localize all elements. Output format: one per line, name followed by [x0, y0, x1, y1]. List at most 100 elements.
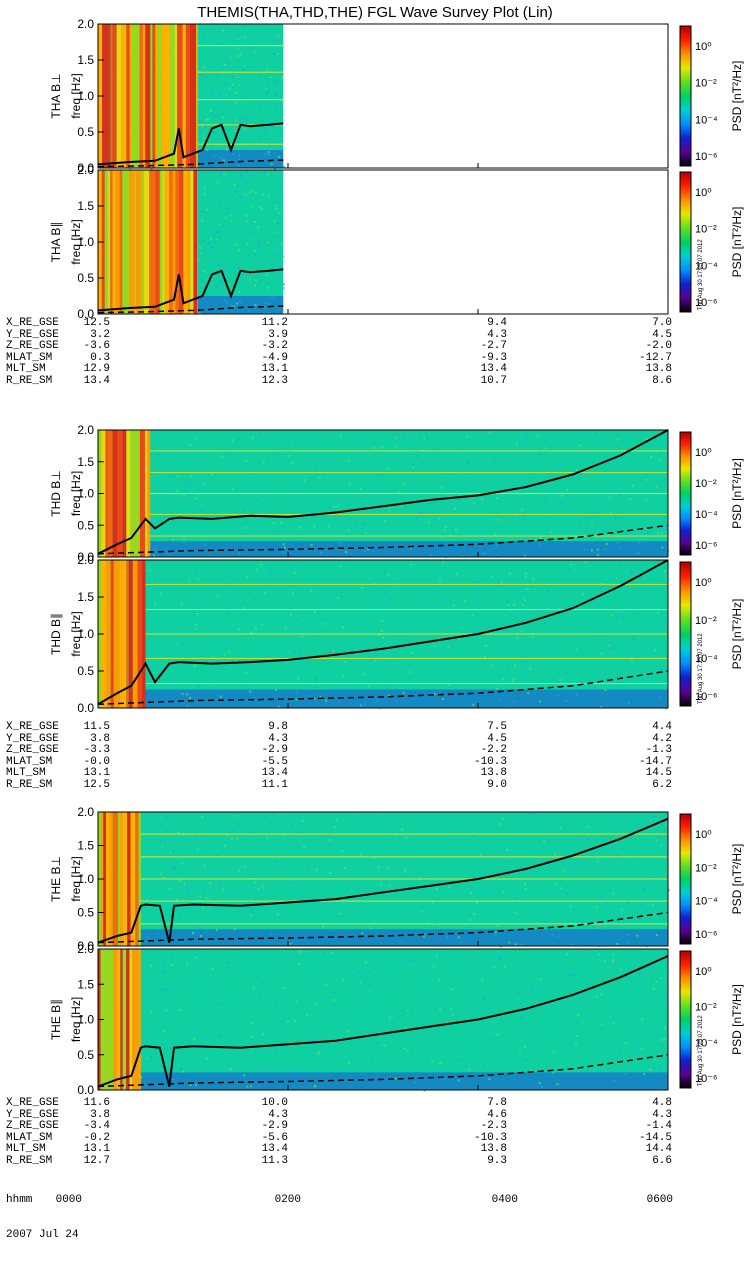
- colorbar-tick-label: 10⁰: [695, 966, 712, 978]
- colorbar-tick-label: 10⁻⁶: [695, 297, 718, 309]
- orbit-value: 4.5: [652, 328, 672, 341]
- noise-band: [197, 150, 284, 168]
- orbit-value: 0.3: [90, 351, 110, 364]
- orbit-value: -3.6: [83, 340, 110, 353]
- colorbar-label: PSD [nT²/Hz]: [730, 458, 744, 529]
- spectrogram-background: [98, 949, 668, 1090]
- noise-band: [140, 929, 668, 946]
- orbit-value: -0.0: [83, 755, 110, 768]
- colorbar: 10⁰ 10⁻² 10⁻⁴ 10⁻⁶ PSD [nT²/Hz]: [679, 25, 744, 167]
- orbit-value: -2.0: [645, 340, 672, 353]
- orbit-value: -5.6: [261, 1131, 288, 1144]
- dashed-curve: [97, 670, 669, 706]
- dashed-curve: [97, 1054, 669, 1088]
- hhmm-row: hhmm 0000 0200 0400 0600: [6, 1195, 673, 1207]
- gyrofrequency-curve: [97, 122, 284, 166]
- colorbar-tick-label: 10⁻⁴: [695, 653, 718, 665]
- noise-band: [145, 689, 668, 708]
- orbit-value: -4.9: [261, 351, 288, 364]
- y-tick-label: 2.0: [77, 163, 94, 177]
- spectrogram-panel: 0.0 0.5 1.0 1.5 2.0 freq [Hz] THA B⊥ 10⁰ 10⁻² 10⁻…: [49, 17, 744, 175]
- orbit-value: 11.2: [261, 317, 288, 329]
- orbit-value: 4.3: [268, 1108, 288, 1121]
- y-tick-label: 1.0: [77, 235, 94, 249]
- orbit-value: 12.7: [83, 1154, 110, 1167]
- y-tick-label: 1.5: [77, 839, 94, 853]
- colorbar-tick-label: 10⁰: [695, 447, 712, 459]
- orbit-value: 13.4: [480, 363, 507, 376]
- dashed-curve: [97, 911, 669, 944]
- y-tick-label: 2.0: [77, 942, 94, 956]
- orbit-value: -12.7: [638, 351, 672, 364]
- y-tick-label: 2.0: [77, 553, 94, 567]
- spectrogram-panel: 0.0 0.5 1.0 1.5 2.0 freq [Hz] THD B∥ 10⁰ 10⁻² 10⁻…: [49, 553, 744, 715]
- orbit-value: 9.4: [487, 317, 507, 329]
- timestamp-stamp: Thu Aug 30 17:25:07 2012: [698, 633, 704, 704]
- spectrogram-panel: 0.0 0.5 1.0 1.5 2.0 freq [Hz] THD B⊥ 10⁰ 10⁻² 10⁻…: [49, 423, 744, 564]
- orbit-value: -1.3: [645, 744, 672, 757]
- orbit-value: 9.8: [268, 721, 288, 733]
- orbit-value: 3.8: [90, 1108, 110, 1121]
- date-row: 2007 Jul 24: [6, 1229, 79, 1242]
- y-axis-label: freq [Hz]: [69, 997, 83, 1042]
- orbit-param-label: MLT_SM: [6, 363, 46, 376]
- orbit-value: 9.0: [487, 778, 507, 791]
- orbit-param-label: MLAT_SM: [6, 1131, 53, 1144]
- orbit-value: 4.8: [652, 1097, 672, 1109]
- y-tick-label: 1.5: [77, 53, 94, 67]
- orbit-value: 13.1: [261, 363, 288, 376]
- orbit-value: 8.6: [652, 374, 672, 387]
- colorbar-label: PSD [nT²/Hz]: [730, 207, 744, 278]
- orbit-param-label: Z_RE_GSE: [6, 744, 59, 757]
- y-tick-label: 1.0: [77, 89, 94, 103]
- spectrogram-speckle: [99, 561, 668, 710]
- orbit-value: 13.4: [261, 767, 288, 780]
- noise-band: [150, 541, 668, 557]
- orbit-value: 6.2: [652, 778, 672, 791]
- panel-label: THE B⊥: [49, 856, 63, 902]
- panel-label: THD B∥: [49, 613, 63, 655]
- orbit-param-label: R_RE_SM: [6, 778, 53, 791]
- y-tick-label: 0.5: [77, 125, 94, 139]
- orbit-value: -3.3: [83, 744, 110, 757]
- colorbar-label: PSD [nT²/Hz]: [730, 844, 744, 915]
- panel-label: THD B⊥: [49, 470, 63, 516]
- orbit-value: 10.7: [480, 374, 507, 387]
- orbit-value: 4.4: [652, 721, 672, 733]
- orbit-value: -2.3: [480, 1120, 507, 1133]
- orbit-param-label: Y_RE_GSE: [6, 328, 59, 341]
- spectrogram-panel: 0.0 0.5 1.0 1.5 2.0 freq [Hz] THE B⊥ 10⁰ 10⁻² 10⁻…: [49, 805, 744, 953]
- orbit-value: -2.9: [261, 1120, 288, 1133]
- orbit-value: 13.8: [480, 767, 507, 780]
- orbit-value: 7.0: [652, 317, 672, 329]
- y-tick-label: 0.5: [77, 906, 94, 920]
- orbit-value: 12.5: [83, 317, 110, 329]
- hhmm-tick: 0600: [646, 1194, 673, 1207]
- orbit-value: 3.9: [268, 328, 288, 341]
- y-tick-label: 1.0: [77, 487, 94, 501]
- y-tick-label: 0.0: [77, 1083, 94, 1097]
- y-tick-label: 2.0: [77, 17, 94, 31]
- y-tick-label: 1.5: [77, 199, 94, 213]
- orbit-param-label: X_RE_GSE: [6, 317, 59, 329]
- orbit-value: 12.5: [83, 778, 110, 791]
- orbit-value: 12.9: [83, 363, 110, 376]
- orbit-value: -3.2: [261, 340, 288, 353]
- orbit-value: 11.6: [83, 1097, 110, 1109]
- hhmm-tick: 0000: [55, 1194, 82, 1207]
- y-tick-label: 0.0: [77, 307, 94, 321]
- orbit-value: 13.8: [645, 363, 672, 376]
- orbit-value: -0.2: [83, 1131, 110, 1144]
- colorbar: 10⁰ 10⁻² 10⁻⁴ 10⁻⁶ PSD [nT²/Hz]: [679, 813, 744, 945]
- hhmm-tick: 0400: [491, 1194, 518, 1207]
- y-tick-label: 2.0: [77, 423, 94, 437]
- dashed-curve: [97, 159, 284, 168]
- colorbar-tick-label: 10⁻⁴: [695, 114, 718, 126]
- y-tick-label: 0.0: [77, 161, 94, 175]
- orbit-value: -5.5: [261, 755, 288, 768]
- orbit-value: 14.4: [645, 1143, 672, 1156]
- orbit-value: 4.3: [268, 732, 288, 745]
- colorbar-tick-label: 10⁻⁶: [695, 151, 718, 163]
- timestamp-stamp: Thu Aug 30 17:25:07 2012: [698, 1015, 704, 1086]
- orbit-value: 4.3: [652, 1108, 672, 1121]
